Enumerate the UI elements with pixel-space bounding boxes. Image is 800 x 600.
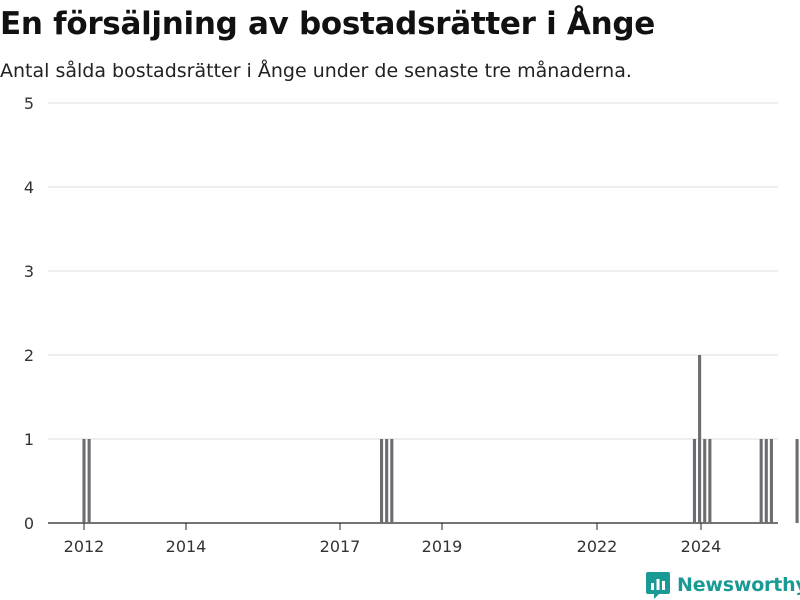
bar	[87, 439, 91, 523]
bars	[82, 355, 799, 523]
bar	[379, 439, 384, 523]
bar	[708, 439, 712, 523]
y-tick-label: 0	[24, 514, 34, 533]
bar	[698, 355, 702, 523]
x-axis: 2012 2014 2017 2019 2022 2024	[64, 523, 722, 556]
x-tick-label: 2017	[320, 537, 361, 556]
bar	[764, 439, 768, 523]
x-tick-label: 2022	[577, 537, 618, 556]
x-tick-label: 2012	[64, 537, 105, 556]
brand-logo: Newsworthy	[645, 570, 800, 600]
y-axis: 0 1 2 3 4 5	[24, 94, 34, 533]
gridlines	[48, 102, 778, 524]
x-tick-label: 2019	[422, 537, 463, 556]
bar	[390, 439, 394, 523]
brand-name: Newsworthy	[677, 574, 800, 596]
y-tick-label: 2	[24, 346, 34, 365]
bar	[703, 439, 707, 523]
bar	[82, 439, 86, 523]
x-tick-label: 2014	[166, 537, 207, 556]
bar	[692, 439, 697, 523]
chart-subtitle: Antal sålda bostadsrätter i Ånge under d…	[0, 60, 632, 82]
y-tick-label: 1	[24, 430, 34, 449]
bar	[769, 439, 773, 523]
newsworthy-logo-icon	[646, 572, 670, 599]
x-tick-label: 2024	[681, 537, 722, 556]
bar	[385, 439, 389, 523]
bar	[759, 439, 763, 523]
y-tick-label: 5	[24, 94, 34, 113]
y-tick-label: 3	[24, 262, 34, 281]
bar	[795, 439, 799, 523]
y-tick-label: 4	[24, 178, 34, 197]
chart-title: En försäljning av bostadsrätter i Ånge	[0, 6, 655, 42]
